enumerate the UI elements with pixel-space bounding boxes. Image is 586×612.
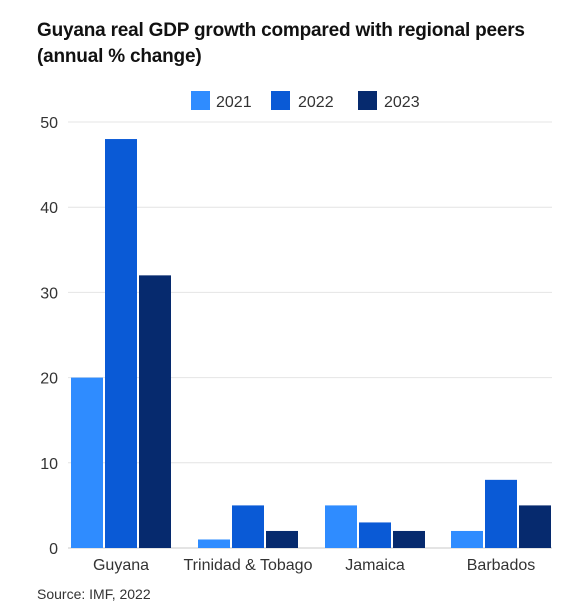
chart-title-line-2: (annual % change) (37, 46, 202, 67)
bar-barbados-2021 (451, 530, 483, 548)
legend-swatch-2023 (358, 91, 377, 110)
chart-title: Guyana real GDP growth compared with reg… (37, 18, 577, 70)
x-category-label-barbados: Barbados (467, 557, 536, 574)
legend-label-2022: 2022 (298, 94, 334, 111)
x-category-label-jamaica: Jamaica (345, 557, 405, 574)
bar-barbados-2022 (485, 479, 517, 548)
y-tick-label-0: 0 (49, 541, 58, 558)
x-category-label-trinidad-tobago: Trinidad & Tobago (184, 557, 313, 574)
x-category-label-guyana: Guyana (93, 557, 149, 574)
legend-label-2021: 2021 (216, 94, 252, 111)
bar-barbados-2023 (519, 505, 551, 548)
bar-guyana-2022 (105, 139, 137, 549)
y-tick-label-20: 20 (40, 371, 58, 388)
bar-jamaica-2022 (359, 522, 391, 548)
y-tick-label-40: 40 (40, 200, 58, 217)
bar-jamaica-2021 (325, 505, 357, 548)
bar-jamaica-2023 (393, 530, 425, 548)
legend-swatch-2022 (271, 91, 290, 110)
bar-guyana-2021 (71, 377, 103, 548)
y-tick-label-10: 10 (40, 456, 58, 473)
y-tick-label-30: 30 (40, 285, 58, 302)
bar-trinidad-tobago-2021 (198, 539, 230, 548)
chart-title-line-1: Guyana real GDP growth compared with reg… (37, 20, 525, 41)
bar-guyana-2023 (139, 275, 171, 548)
bar-trinidad-tobago-2023 (266, 530, 298, 548)
legend-label-2023: 2023 (384, 94, 420, 111)
y-tick-label-50: 50 (40, 115, 58, 132)
source-note: Source: IMF, 2022 (37, 586, 151, 602)
legend-swatch-2021 (191, 91, 210, 110)
bar-trinidad-tobago-2022 (232, 505, 264, 548)
